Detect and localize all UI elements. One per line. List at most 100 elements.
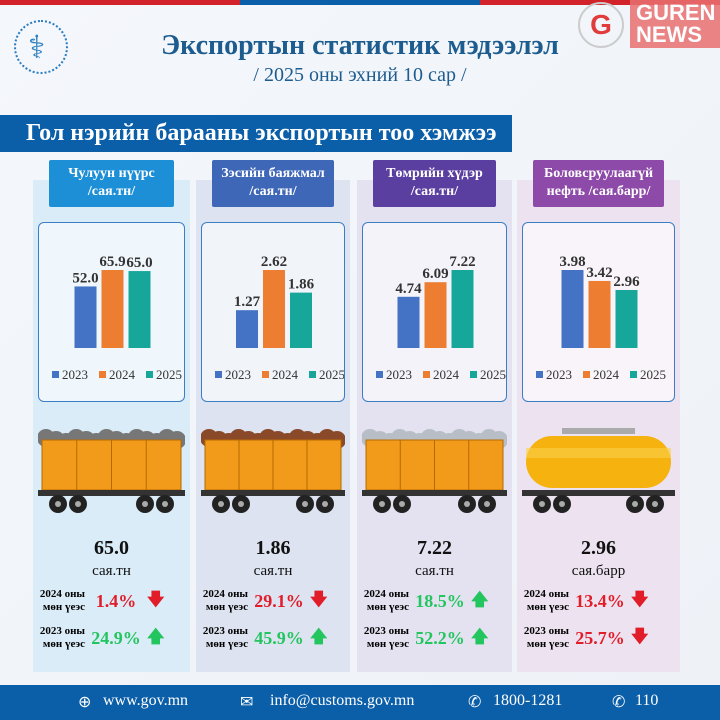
arrow-up-icon: 🡅 bbox=[471, 589, 489, 609]
change-percent: 45.9% bbox=[254, 627, 304, 648]
legend-label: 2023 bbox=[62, 367, 88, 382]
bar-2023 bbox=[561, 270, 584, 348]
bar-2025 bbox=[290, 292, 312, 348]
comparison-row: 2024 оны мөн үеэс 13.4% 🡇 bbox=[519, 584, 649, 618]
watermark-logo: G GUREN NEWS bbox=[578, 0, 720, 60]
comparison-row: 2024 оны мөн үеэс 29.1% 🡇 bbox=[198, 584, 328, 618]
value-unit: сая.тн bbox=[253, 563, 293, 579]
data-label: 7.22 bbox=[449, 254, 475, 270]
legend-swatch bbox=[376, 371, 383, 378]
change-percent: 24.9% bbox=[91, 627, 141, 648]
comparison-row: 2023 оны мөн үеэс 24.9% 🡅 bbox=[35, 621, 165, 655]
legend-swatch bbox=[536, 371, 543, 378]
data-label: 1.27 bbox=[234, 294, 261, 310]
data-label: 3.98 bbox=[559, 254, 585, 270]
page-title: Экспортын статистик мэдээлэл bbox=[161, 30, 559, 61]
bar-chart: 52.0 2023 65.9 2024 65.0 2025 bbox=[38, 222, 185, 402]
data-label: 2.96 bbox=[613, 274, 640, 290]
current-value: 7.22 bbox=[417, 537, 452, 559]
bar-2025 bbox=[451, 270, 474, 348]
legend-swatch bbox=[52, 371, 59, 378]
section-banner: Гол нэрийн барааны экспортын тоо хэмжээ bbox=[0, 115, 512, 152]
arrow-up-icon: 🡅 bbox=[147, 626, 165, 646]
arrow-down-icon: 🡇 bbox=[631, 589, 649, 609]
legend-label: 2024 bbox=[593, 367, 620, 382]
value-unit: сая.тн bbox=[92, 563, 131, 579]
bar-2023 bbox=[74, 286, 97, 348]
arrow-up-icon: 🡅 bbox=[310, 626, 328, 646]
legend-label: 2025 bbox=[156, 367, 182, 382]
legend-label: 2025 bbox=[319, 367, 344, 382]
bar-2025 bbox=[615, 289, 638, 348]
page-subtitle: / 2025 оны эхний 10 сар / bbox=[253, 64, 467, 86]
data-label: 65.9 bbox=[99, 254, 125, 270]
legend-swatch bbox=[423, 371, 430, 378]
bar-chart: 1.27 2023 2.62 2024 1.86 2025 bbox=[201, 222, 345, 402]
data-label: 2.62 bbox=[261, 254, 287, 270]
freight-wagon-illustration bbox=[37, 420, 186, 520]
arrow-down-icon: 🡇 bbox=[147, 589, 165, 609]
change-percent: 1.4% bbox=[95, 590, 137, 611]
legend-label: 2025 bbox=[640, 367, 666, 382]
legend-swatch bbox=[583, 371, 590, 378]
value-unit: сая.тн bbox=[415, 563, 454, 579]
data-label: 65.0 bbox=[126, 255, 152, 271]
bar-2024 bbox=[588, 280, 611, 348]
change-percent: 25.7% bbox=[575, 627, 625, 648]
legend-label: 2025 bbox=[480, 367, 506, 382]
data-label: 6.09 bbox=[422, 266, 448, 282]
current-value: 1.86 bbox=[255, 537, 291, 559]
bar-chart: 3.98 2023 3.42 2024 2.96 2025 bbox=[522, 222, 675, 402]
tank-wagon-illustration bbox=[522, 420, 675, 520]
product-header: Чулуун нүүрс/сая.тн/ bbox=[49, 160, 174, 207]
current-value: 2.96 bbox=[581, 537, 616, 559]
legend-swatch bbox=[630, 371, 637, 378]
bar-2024 bbox=[263, 270, 285, 348]
arrow-down-icon: 🡇 bbox=[631, 626, 649, 646]
legend-swatch bbox=[262, 371, 269, 378]
footer: ⊕ www.gov.mn ✉ info@customs.gov.mn ✆ 180… bbox=[0, 685, 720, 720]
phone-icon: ✆ bbox=[612, 694, 626, 711]
comparison-row: 2023 оны мөн үеэс 45.9% 🡅 bbox=[198, 621, 328, 655]
arrow-up-icon: 🡅 bbox=[471, 626, 489, 646]
change-percent: 18.5% bbox=[415, 590, 465, 611]
change-percent: 13.4% bbox=[575, 590, 625, 611]
globe-icon: ⊕ bbox=[78, 694, 92, 711]
customs-logo bbox=[14, 20, 68, 74]
current-value: 65.0 bbox=[94, 537, 129, 559]
data-label: 1.86 bbox=[288, 277, 315, 293]
comparison-row: 2024 оны мөн үеэс 1.4% 🡇 bbox=[35, 584, 165, 618]
phone-number: 1800-1281 bbox=[493, 692, 563, 709]
legend-swatch bbox=[309, 371, 316, 378]
bar-2025 bbox=[128, 271, 151, 348]
mail-icon: ✉ bbox=[240, 694, 254, 711]
product-header: Боловсруулаагүй нефть /сая.барр/ bbox=[533, 160, 664, 207]
comparison-row: 2023 оны мөн үеэс 25.7% 🡇 bbox=[519, 621, 649, 655]
comparison-row: 2024 оны мөн үеэс 18.5% 🡅 bbox=[359, 584, 489, 618]
data-label: 4.74 bbox=[395, 281, 422, 297]
bar-2024 bbox=[424, 282, 447, 348]
legend-swatch bbox=[470, 371, 477, 378]
product-header: Төмрийн хүдэр/сая.тн/ bbox=[373, 160, 496, 207]
legend-label: 2024 bbox=[109, 367, 136, 382]
comparison-row: 2023 оны мөн үеэс 52.2% 🡅 bbox=[359, 621, 489, 655]
data-label: 52.0 bbox=[72, 270, 98, 286]
legend-label: 2023 bbox=[546, 367, 572, 382]
bar-2024 bbox=[101, 270, 124, 348]
value-unit: сая.барр bbox=[571, 563, 626, 579]
website-link[interactable]: www.gov.mn bbox=[103, 692, 189, 709]
product-header: Зэсийн баяжмал/сая.тн/ bbox=[212, 160, 334, 207]
bar-2023 bbox=[236, 310, 258, 348]
legend-swatch bbox=[146, 371, 153, 378]
legend-swatch bbox=[99, 371, 106, 378]
legend-swatch bbox=[215, 371, 222, 378]
bar-2023 bbox=[397, 296, 420, 348]
freight-wagon-illustration bbox=[361, 420, 508, 520]
phone-icon: ✆ bbox=[468, 694, 482, 711]
data-label: 3.42 bbox=[586, 265, 612, 281]
bar-chart: 4.74 2023 6.09 2024 7.22 2025 bbox=[362, 222, 507, 402]
email-link[interactable]: info@customs.gov.mn bbox=[270, 692, 415, 709]
freight-wagon-illustration bbox=[200, 420, 346, 520]
legend-label: 2024 bbox=[433, 367, 460, 382]
hotline-number: 110 bbox=[635, 692, 659, 709]
